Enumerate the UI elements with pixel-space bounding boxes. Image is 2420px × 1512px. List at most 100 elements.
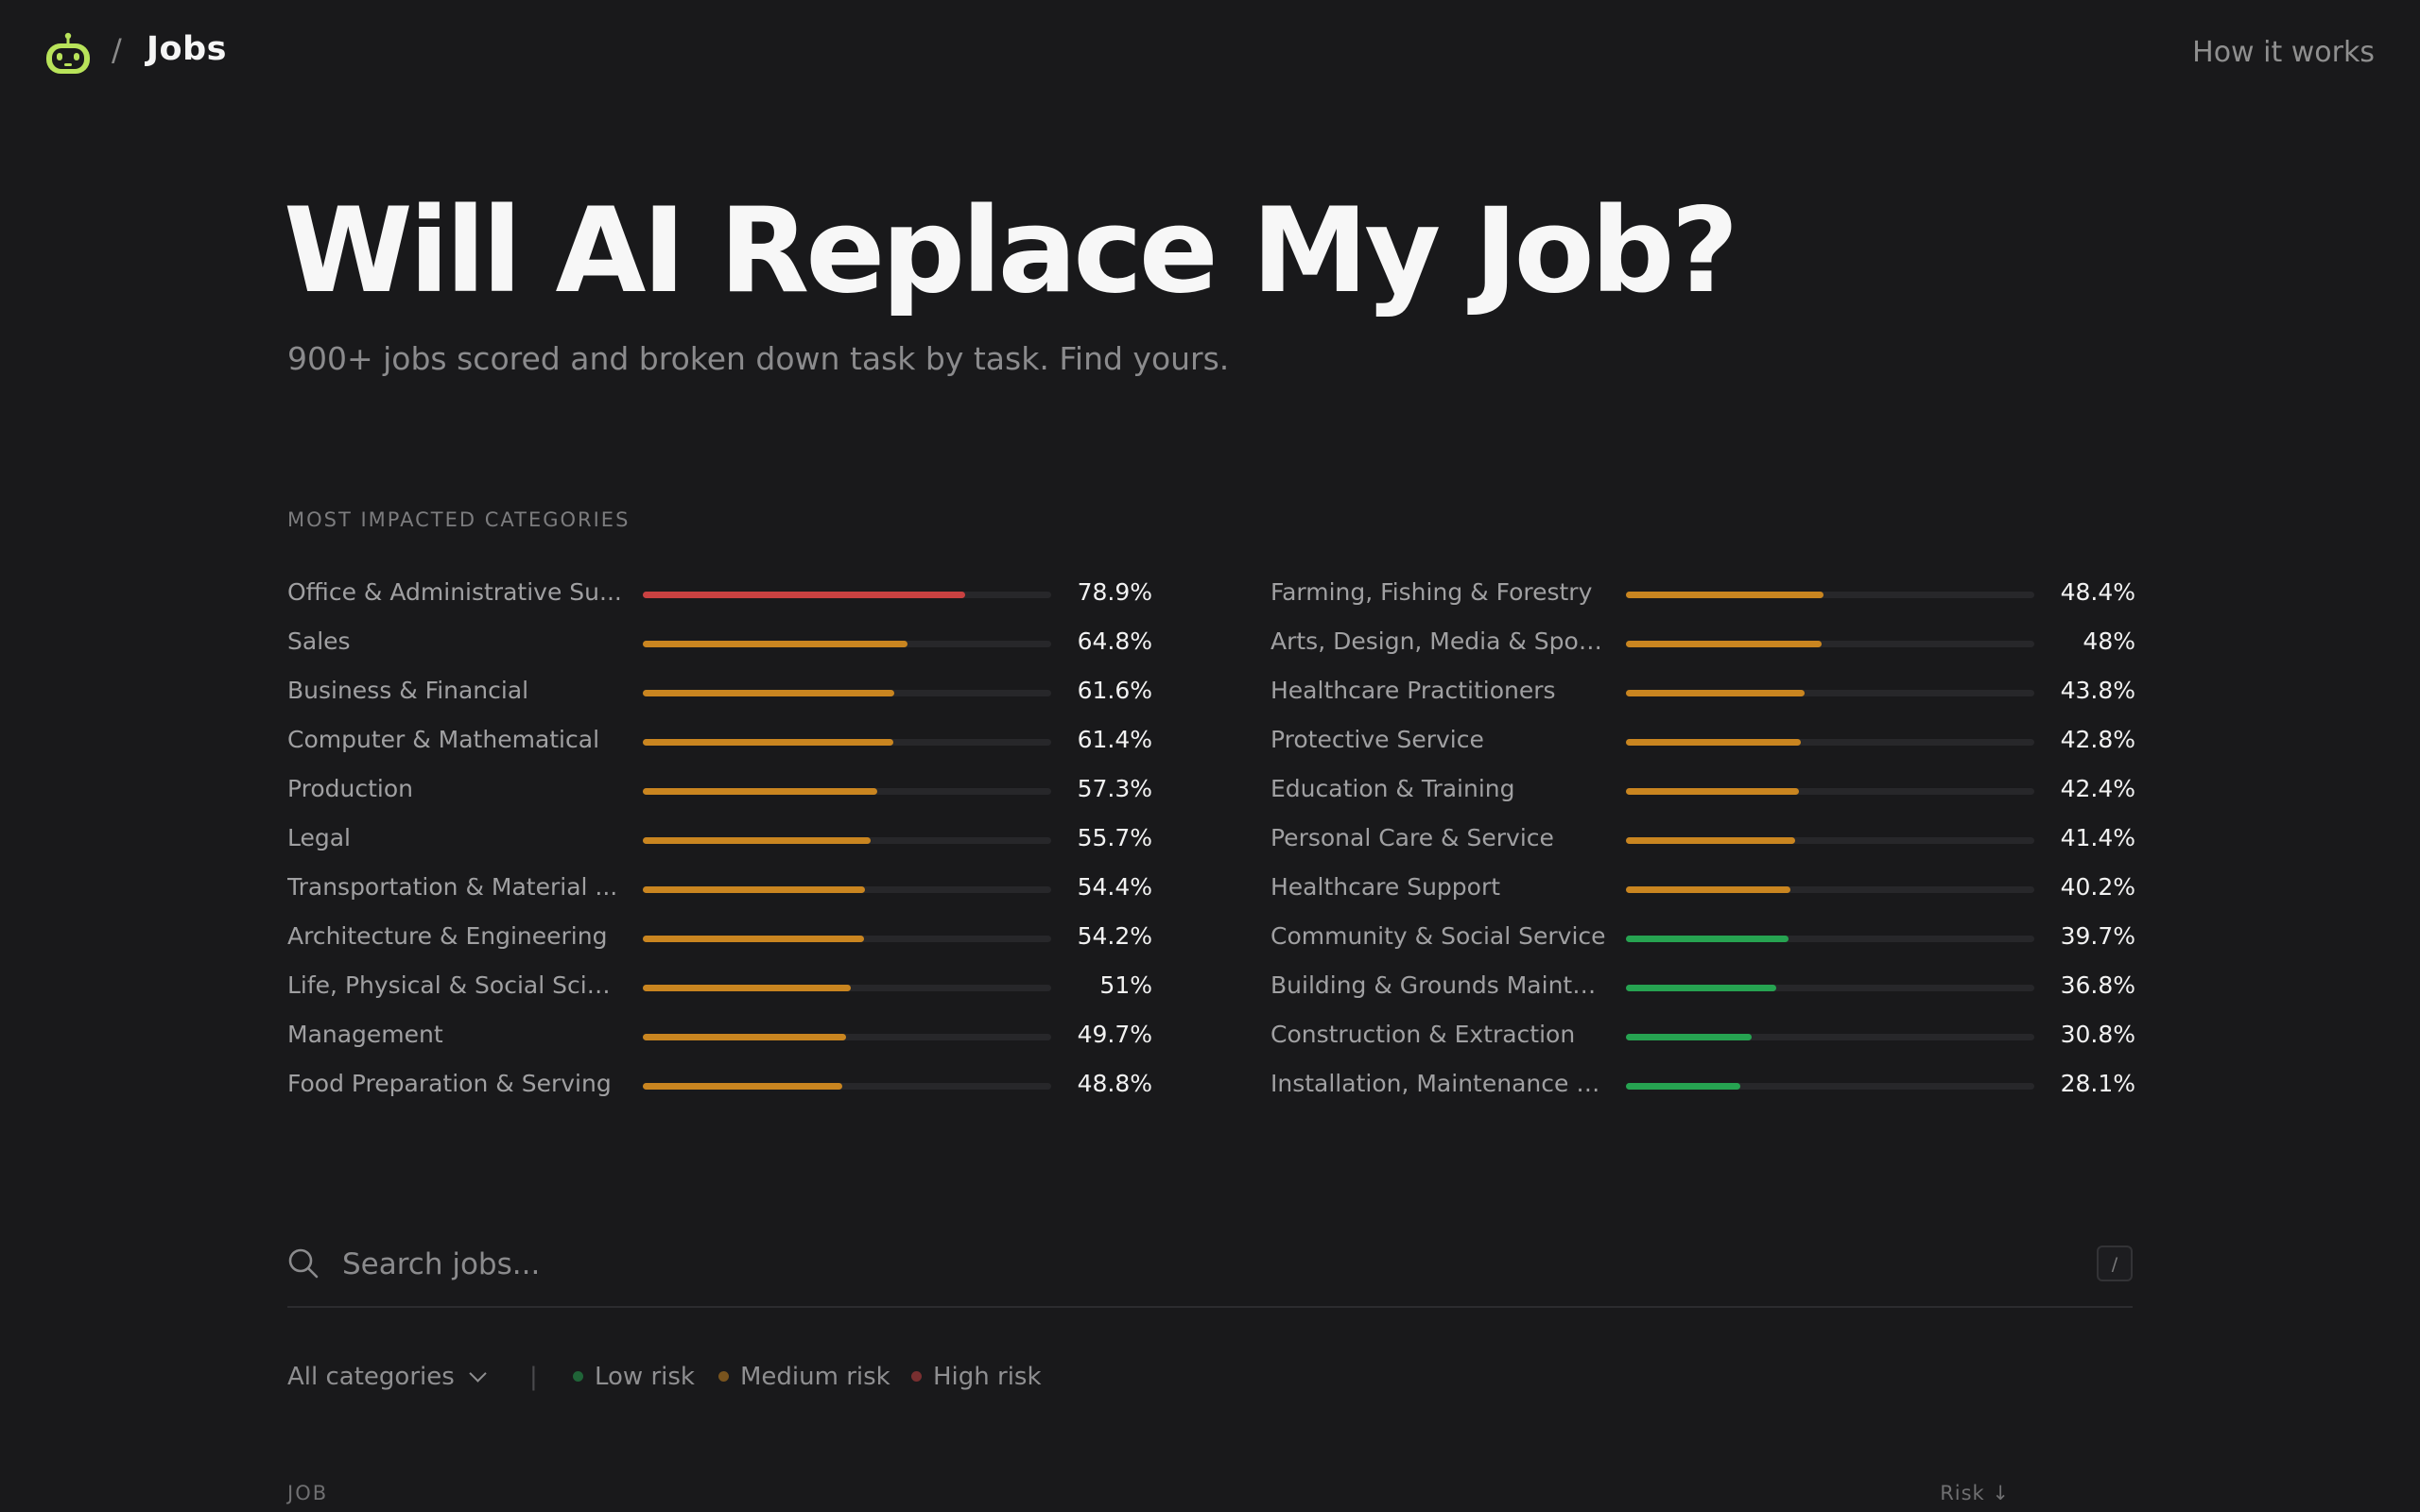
category-bar-fill [643,788,877,795]
category-row[interactable]: Protective Service 42.8% [1270,722,2135,771]
category-row[interactable]: Transportation & Material ... 54.4% [287,869,1152,919]
category-name: Arts, Design, Media & Sports [1270,627,1606,655]
category-bar-fill [1626,1034,1753,1040]
category-row[interactable]: Legal 55.7% [287,820,1152,869]
category-row[interactable]: Construction & Extraction 30.8% [1270,1017,2135,1066]
category-row[interactable]: Sales 64.8% [287,624,1152,673]
category-row[interactable]: Life, Physical & Social Scien... 51% [287,968,1152,1017]
category-row[interactable]: Business & Financial 61.6% [287,673,1152,722]
category-bar-fill [1626,788,1800,795]
category-bar-fill [1626,739,1801,746]
category-bar-track [1626,936,2034,942]
column-header-risk-sort[interactable]: Risk ↓ [1940,1482,2010,1504]
category-name: Management [287,1021,443,1048]
category-row[interactable]: Production 57.3% [287,771,1152,820]
legend-low-risk[interactable]: Low risk [573,1363,695,1391]
category-row[interactable]: Installation, Maintenance &... 28.1% [1270,1066,2135,1115]
page-subtitle: 900+ jobs scored and broken down task by… [287,340,1230,377]
category-percent: 54.4% [1077,873,1152,901]
category-name: Protective Service [1270,726,1484,753]
page-title: Will AI Replace My Job? [284,183,1738,319]
category-name: Healthcare Support [1270,873,1501,901]
category-bar-track [1626,985,2034,991]
search-bar: / [287,1230,2133,1308]
category-bar-track [1626,690,2034,696]
category-percent: 55.7% [1077,824,1152,851]
category-bar-track [643,690,1051,696]
category-percent: 36.8% [2060,971,2135,999]
category-bar-fill [643,936,865,942]
category-bar-track [643,886,1051,893]
category-bar-track [1626,592,2034,598]
category-bar-fill [1626,592,1824,598]
category-percent: 39.7% [2060,922,2135,950]
legend-high-risk[interactable]: High risk [911,1363,1042,1391]
category-row[interactable]: Food Preparation & Serving 48.8% [287,1066,1152,1115]
category-percent: 57.3% [1077,775,1152,802]
robot-icon[interactable] [43,32,93,76]
legend-dot [718,1371,729,1382]
category-name: Food Preparation & Serving [287,1070,612,1097]
legend-dot [573,1371,583,1382]
search-shortcut-hint: / [2097,1246,2133,1281]
category-name: Production [287,775,414,802]
category-row[interactable]: Healthcare Support 40.2% [1270,869,2135,919]
category-row[interactable]: Education & Training 42.4% [1270,771,2135,820]
category-row[interactable]: Architecture & Engineering 54.2% [287,919,1152,968]
top-bar: / Jobs How it works [0,0,2420,104]
category-bar-track [643,592,1051,598]
category-bar-fill [643,739,894,746]
category-name: Building & Grounds Mainte... [1270,971,1606,999]
category-row[interactable]: Community & Social Service 39.7% [1270,919,2135,968]
category-row[interactable]: Arts, Design, Media & Sports 48% [1270,624,2135,673]
column-header-job: JOB [287,1482,329,1504]
category-bar-fill [643,592,965,598]
category-percent: 54.2% [1077,922,1152,950]
category-bar-track [643,788,1051,795]
category-bar-fill [1626,985,1776,991]
category-name: Personal Care & Service [1270,824,1554,851]
category-name: Construction & Extraction [1270,1021,1576,1048]
category-name: Computer & Mathematical [287,726,600,753]
category-bar-fill [643,1034,846,1040]
category-bar-track [643,936,1051,942]
category-row[interactable]: Healthcare Practitioners 43.8% [1270,673,2135,722]
category-bar-fill [1626,690,1806,696]
category-name: Business & Financial [287,677,529,704]
breadcrumb-separator: / [112,32,122,68]
category-filter-dropdown[interactable]: All categories [287,1363,487,1391]
category-row[interactable]: Computer & Mathematical 61.4% [287,722,1152,771]
category-name: Office & Administrative Su... [287,578,622,606]
category-name: Installation, Maintenance &... [1270,1070,1606,1097]
category-bar-fill [1626,837,1795,844]
category-filter-label: All categories [287,1363,455,1391]
legend-medium-risk[interactable]: Medium risk [718,1363,890,1391]
how-it-works-link[interactable]: How it works [2192,36,2375,69]
category-percent: 61.6% [1077,677,1152,704]
category-percent: 64.8% [1077,627,1152,655]
category-percent: 48.8% [1077,1070,1152,1097]
legend-label: Low risk [595,1363,695,1391]
category-row[interactable]: Management 49.7% [287,1017,1152,1066]
category-name: Legal [287,824,352,851]
category-row[interactable]: Office & Administrative Su... 78.9% [287,575,1152,624]
category-percent: 41.4% [2060,824,2135,851]
categories-column-left: Office & Administrative Su... 78.9% Sales 6… [287,575,1152,1115]
category-bar-track [643,1034,1051,1040]
legend-dot [911,1371,922,1382]
category-row[interactable]: Farming, Fishing & Forestry 48.4% [1270,575,2135,624]
categories-section-label: MOST IMPACTED CATEGORIES [287,508,631,531]
category-percent: 43.8% [2060,677,2135,704]
category-bar-track [643,985,1051,991]
category-row[interactable]: Building & Grounds Mainte... 36.8% [1270,968,2135,1017]
legend-label: High risk [933,1363,1042,1391]
breadcrumb-current[interactable]: Jobs [147,30,227,68]
category-name: Transportation & Material ... [287,873,618,901]
category-percent: 40.2% [2060,873,2135,901]
category-percent: 42.4% [2060,775,2135,802]
search-input[interactable] [340,1240,1951,1289]
category-percent: 48% [2083,627,2135,655]
category-bar-track [1626,788,2034,795]
category-row[interactable]: Personal Care & Service 41.4% [1270,820,2135,869]
category-name: Life, Physical & Social Scien... [287,971,623,999]
